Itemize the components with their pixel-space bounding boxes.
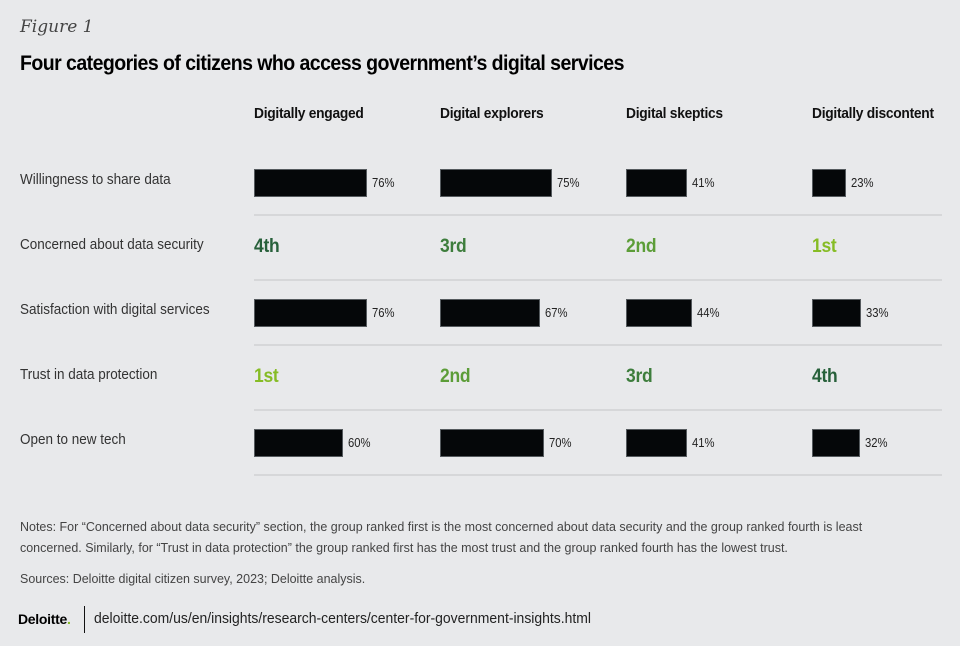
sources: Sources: Deloitte digital citizen survey… [20,571,366,586]
rank-label: 3rd [440,235,467,257]
bar-value-label: 41% [692,435,715,450]
bar [812,428,860,457]
logo-dot: . [66,611,71,627]
bar-value-label: 75% [557,175,580,190]
bar-value-label: 44% [697,305,720,320]
rank-label: 2nd [626,235,657,257]
notes: Notes: For “Concerned about data securit… [20,519,863,555]
row-label: Trust in data protection [20,366,158,383]
row-divider [254,344,942,346]
rank-label: 2nd [440,365,471,387]
bar [440,168,552,197]
footer-divider [84,606,85,633]
column-header: Digital skeptics [626,105,723,122]
logo-text: Deloitte [18,611,67,627]
row-label: Open to new tech [20,431,126,448]
row-divider [254,214,942,216]
bar-value-label: 23% [851,175,874,190]
bar [254,428,343,457]
row-label: Satisfaction with digital services [20,301,210,318]
bar [626,428,687,457]
row-divider [254,474,942,476]
bar [254,168,367,197]
figure-label: Figure 1 [20,17,94,37]
rank-label: 4th [812,365,838,387]
rank-label: 1st [812,235,837,257]
bar [812,298,861,327]
column-header: Digitally discontent [812,105,934,122]
row-divider [254,279,942,281]
row-label: Concerned about data security [20,236,204,253]
bar-value-label: 32% [865,435,888,450]
bar-value-label: 70% [549,435,572,450]
rank-label: 3rd [626,365,653,387]
deloitte-logo: Deloitte. [18,611,71,627]
column-header: Digitally engaged [254,105,364,122]
rank-label: 4th [254,235,280,257]
bar-value-label: 76% [372,175,395,190]
bar [440,298,540,327]
bar-value-label: 33% [866,305,889,320]
bar-value-label: 41% [692,175,715,190]
bar [626,168,687,197]
row-label: Willingness to share data [20,171,171,188]
bar [440,428,544,457]
bar [626,298,692,327]
footer-url-link[interactable]: deloitte.com/us/en/insights/research-cen… [94,610,591,627]
bar-value-label: 67% [545,305,568,320]
bar [254,298,367,327]
bar [812,168,846,197]
rank-label: 1st [254,365,279,387]
chart-title: Four categories of citizens who access g… [20,52,624,75]
column-header: Digital explorers [440,105,544,122]
row-divider [254,409,942,411]
bar-value-label: 76% [372,305,395,320]
bar-value-label: 60% [348,435,371,450]
